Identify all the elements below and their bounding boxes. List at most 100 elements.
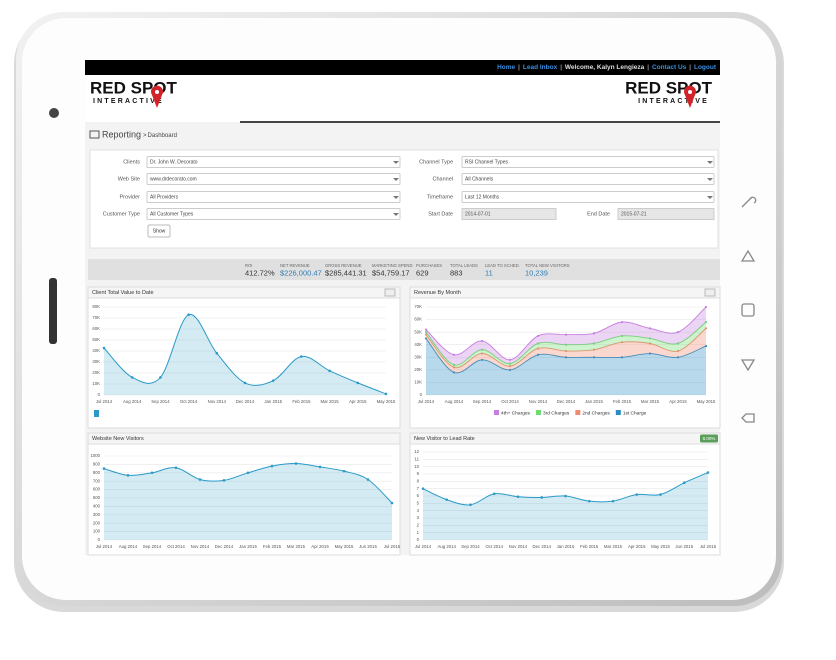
x-tick-label: Aug 2014 xyxy=(123,399,142,404)
select-caret xyxy=(707,196,713,199)
point xyxy=(659,493,662,496)
chart-panel: Client Total Value to Date 0 10K 20K 30K 40K 5… xyxy=(87,286,401,429)
x-tick-label: Aug 2014 xyxy=(438,544,457,549)
x-tick-label: Dec 2014 xyxy=(533,544,552,549)
show-button-label: Show xyxy=(153,228,166,234)
select-box[interactable] xyxy=(146,191,401,203)
chart-title: Revenue By Month xyxy=(414,290,461,296)
nav-link[interactable]: Lead Inbox xyxy=(523,64,558,71)
stat-value: 10,239 xyxy=(525,268,548,277)
point xyxy=(452,366,456,369)
y-tick-label: 8 xyxy=(417,478,420,483)
point xyxy=(126,474,130,477)
date-label: End Date xyxy=(587,211,610,217)
stats-bar xyxy=(88,259,720,280)
y-tick-label: 20K xyxy=(414,367,422,372)
select-box[interactable] xyxy=(146,208,401,220)
point xyxy=(102,346,106,350)
select-box[interactable] xyxy=(461,191,715,203)
show-button[interactable] xyxy=(147,224,171,238)
x-tick-label: Feb 2015 xyxy=(613,399,632,404)
point xyxy=(620,341,624,344)
point xyxy=(492,492,496,496)
x-tick-label: Dec 2014 xyxy=(557,399,576,404)
panel-header xyxy=(87,432,401,445)
y-tick-label: 100 xyxy=(93,529,101,534)
down-icon xyxy=(740,359,756,372)
logo-tagline: INTERACTIVE xyxy=(93,98,164,105)
stack-area xyxy=(426,328,706,373)
date-input[interactable] xyxy=(617,208,715,220)
point xyxy=(704,305,708,309)
nav-welcome: Welcome, Kalyn Lengieza xyxy=(565,64,645,71)
date-input[interactable] xyxy=(461,208,557,220)
nav-separator: | xyxy=(518,64,520,71)
point xyxy=(540,496,544,499)
point xyxy=(536,334,540,338)
chart-menu[interactable] xyxy=(704,288,716,297)
select-value: Dr. John W. Decorato xyxy=(150,159,198,165)
x-tick-label: Jul 2015 xyxy=(384,544,401,549)
badge xyxy=(700,434,718,443)
point xyxy=(508,362,512,365)
point xyxy=(480,352,484,355)
header-rule xyxy=(240,121,720,123)
y-tick-label: 900 xyxy=(93,462,101,467)
y-tick-label: 7 xyxy=(417,486,420,491)
point xyxy=(592,348,596,351)
x-tick-label: Feb 2015 xyxy=(580,544,599,549)
y-tick-label: 70K xyxy=(92,315,100,320)
nav-link[interactable]: Home xyxy=(497,64,515,71)
nav-link[interactable]: Contact Us xyxy=(652,64,687,71)
chart-menu[interactable] xyxy=(384,288,396,297)
stat-label: NET REVENUE xyxy=(280,263,310,268)
point xyxy=(592,356,596,359)
x-tick-label: Jul 2014 xyxy=(415,544,432,549)
nav-link[interactable]: Logout xyxy=(694,64,717,71)
point xyxy=(366,478,370,481)
point xyxy=(174,466,178,470)
y-tick-label: 5 xyxy=(417,500,420,505)
x-tick-label: Nov 2014 xyxy=(191,544,210,549)
x-tick-label: Jan 2015 xyxy=(239,544,257,549)
y-tick-label: 4 xyxy=(417,508,420,513)
x-tick-label: Jul 2015 xyxy=(700,544,717,549)
point xyxy=(469,503,472,507)
select-box[interactable] xyxy=(146,173,401,185)
badge-text: 8.00% xyxy=(703,436,716,441)
select-caret xyxy=(707,161,713,164)
select-value: www.drdecorato.com xyxy=(150,176,197,182)
legend-swatch xyxy=(615,410,621,415)
y-tick-label: 60K xyxy=(92,326,100,331)
point xyxy=(300,355,303,358)
x-tick-label: Jan 2015 xyxy=(264,399,282,404)
select-box[interactable] xyxy=(461,173,715,185)
hardware-buttons xyxy=(740,196,757,423)
panel-header xyxy=(87,286,401,299)
legend-swatch xyxy=(494,410,499,415)
y-tick-label: 0 xyxy=(98,392,101,397)
point xyxy=(215,351,219,355)
x-tick-label: May 2015 xyxy=(697,399,716,404)
point xyxy=(243,381,247,385)
point xyxy=(592,342,596,345)
point xyxy=(648,327,652,330)
stat-value: 883 xyxy=(450,268,463,277)
x-tick-label: Mar 2015 xyxy=(287,544,306,549)
select-box[interactable] xyxy=(146,156,401,168)
legend-label: 3rd Charges xyxy=(543,410,570,416)
y-tick-label: 70K xyxy=(414,304,422,309)
y-tick-label: 9 xyxy=(417,471,420,476)
legend-label: 2nd Charges xyxy=(582,410,610,416)
point xyxy=(421,487,425,490)
point xyxy=(452,363,456,366)
y-tick-label: 400 xyxy=(93,504,101,509)
area xyxy=(104,314,386,395)
stat-value: $285,441.31 xyxy=(325,268,367,277)
x-tick-label: Jan 2015 xyxy=(557,544,575,549)
area xyxy=(423,472,708,540)
select-box[interactable] xyxy=(461,156,715,168)
